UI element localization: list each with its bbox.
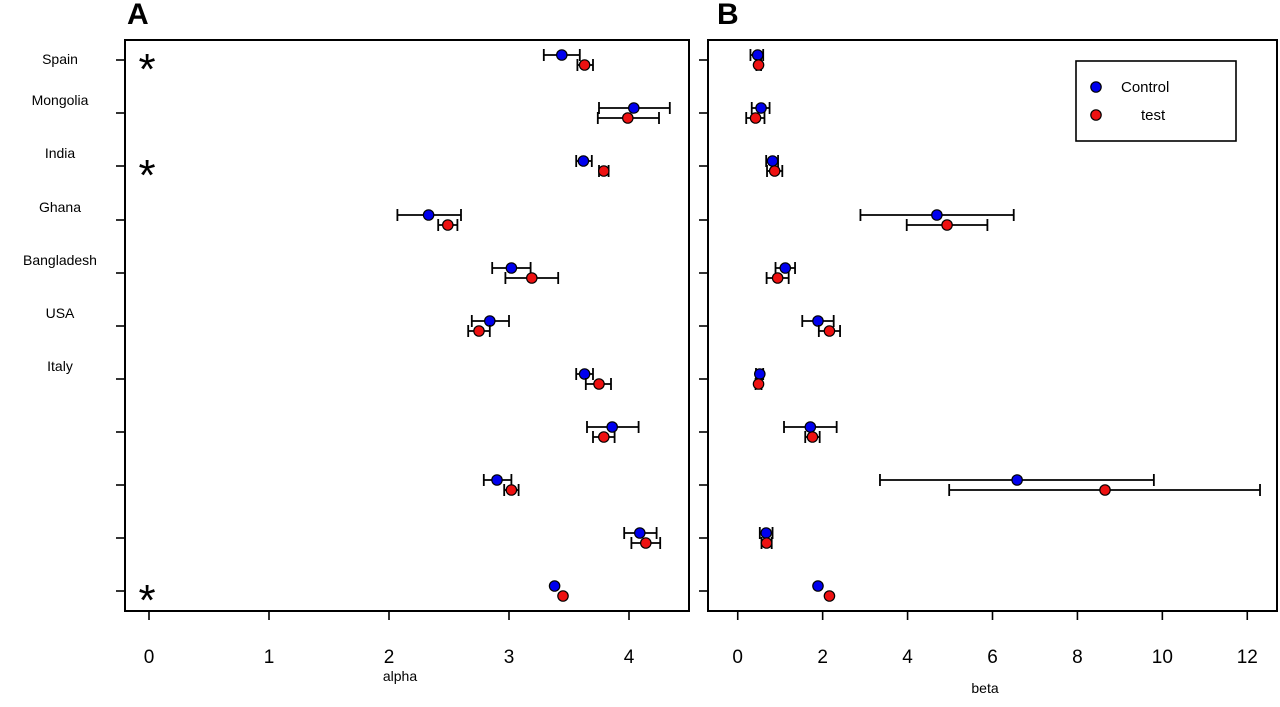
legend-marker-control xyxy=(1090,81,1102,93)
data-point xyxy=(754,368,766,380)
data-point xyxy=(593,378,605,390)
data-point xyxy=(578,59,591,71)
panel-a: A 0 1 2 3 4 alpha Spain Mongolia India Ghana Bangla… xyxy=(23,0,690,684)
x-tick-label: 4 xyxy=(624,647,635,668)
series-control xyxy=(749,49,1155,592)
data-point xyxy=(768,165,781,177)
data-point xyxy=(931,209,943,221)
x-tick-label: 2 xyxy=(817,647,828,668)
legend-marker-test xyxy=(1090,109,1102,121)
data-point xyxy=(760,537,773,549)
plot-frame xyxy=(124,39,690,612)
data-point xyxy=(823,590,836,602)
data-point xyxy=(473,325,485,337)
series-test xyxy=(745,59,1261,602)
x-tick-label: 2 xyxy=(384,647,395,668)
x-tick-label: 3 xyxy=(504,647,515,668)
row-label-spain: Spain xyxy=(42,51,78,67)
legend-box xyxy=(1075,60,1237,142)
data-point xyxy=(639,537,652,549)
row-label-india: India xyxy=(45,145,76,161)
data-point xyxy=(760,527,772,539)
data-point xyxy=(812,315,824,327)
data-point xyxy=(578,368,591,380)
significance-star: * xyxy=(138,151,155,200)
x-tick-label: 6 xyxy=(987,647,998,668)
panel-letter: B xyxy=(717,0,739,31)
x-tick-label: 4 xyxy=(902,647,913,668)
data-point xyxy=(621,112,634,124)
data-point xyxy=(751,49,764,61)
significance-star: * xyxy=(138,576,155,625)
data-point xyxy=(441,219,454,231)
x-axis-title: beta xyxy=(971,680,998,696)
x-tick-label: 0 xyxy=(732,647,743,668)
panel-letter: A xyxy=(127,0,149,31)
row-label-ghana: Ghana xyxy=(39,199,81,215)
x-tick-label: 12 xyxy=(1237,647,1258,668)
x-tick-label: 1 xyxy=(264,647,275,668)
data-point xyxy=(597,431,610,443)
data-point xyxy=(525,272,538,284)
data-point xyxy=(491,474,503,486)
x-tick-label: 0 xyxy=(144,647,155,668)
x-axis-title: alpha xyxy=(383,668,417,684)
x-tick-label: 8 xyxy=(1072,647,1083,668)
row-label-bangladesh: Bangladesh xyxy=(23,252,97,268)
data-point xyxy=(755,102,767,114)
data-point xyxy=(823,325,836,337)
data-point xyxy=(483,315,496,327)
data-point xyxy=(597,165,610,177)
data-point xyxy=(771,272,784,284)
data-point xyxy=(633,527,646,539)
significance-star: * xyxy=(138,45,155,94)
data-point xyxy=(1011,474,1023,486)
series-control xyxy=(396,49,671,592)
data-point xyxy=(577,155,590,167)
data-point xyxy=(941,219,953,231)
data-point xyxy=(806,431,819,443)
data-point xyxy=(606,421,618,433)
row-label-usa: USA xyxy=(46,305,75,321)
legend-label-control: Control xyxy=(1121,79,1169,96)
data-point xyxy=(555,49,568,61)
data-point xyxy=(1099,484,1111,496)
data-point xyxy=(548,580,561,592)
row-label-mongolia: Mongolia xyxy=(32,92,89,108)
data-point xyxy=(804,421,817,433)
data-point xyxy=(752,378,765,390)
data-point xyxy=(752,59,765,71)
data-point xyxy=(779,262,792,274)
data-point xyxy=(749,112,762,124)
data-point xyxy=(557,590,569,602)
series-test xyxy=(437,59,662,602)
data-point xyxy=(812,580,824,592)
row-label-italy: Italy xyxy=(47,358,73,374)
data-point xyxy=(505,262,518,274)
panel-b: B 0 2 4 6 8 10 12 beta xyxy=(699,0,1278,696)
x-tick-label: 10 xyxy=(1152,647,1173,668)
legend-label-test: test xyxy=(1141,107,1166,124)
data-point xyxy=(766,155,779,167)
legend: Control test xyxy=(1075,60,1237,142)
data-point xyxy=(422,209,435,221)
data-point xyxy=(505,484,518,496)
data-point xyxy=(627,102,640,114)
